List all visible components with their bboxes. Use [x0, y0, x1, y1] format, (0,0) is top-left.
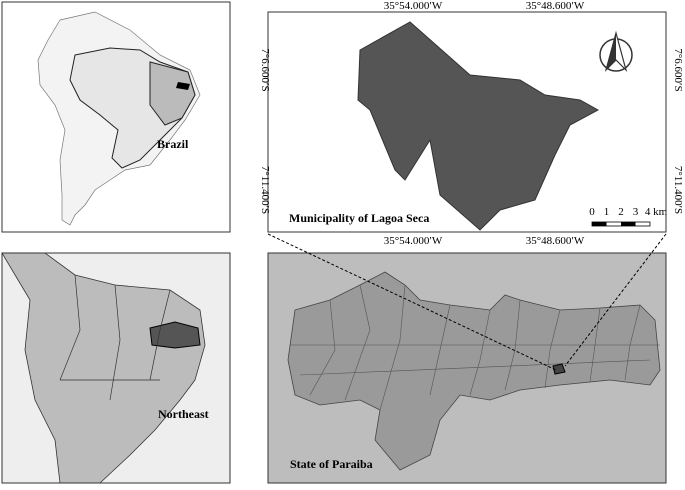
coordinate-label: 35°48.600′W — [526, 235, 585, 247]
municipality-panel: Municipality of Lagoa Seca 0 1 2 3 4 km … — [259, 0, 684, 247]
zoom-lines — [267, 233, 667, 371]
lagoa-seca-shape — [357, 21, 600, 231]
coordinate-label: 7°11.400′S — [259, 166, 271, 214]
panel-label: Northeast — [158, 407, 209, 421]
panel-frame — [267, 11, 667, 233]
coordinate-label: 7°6.600′S — [672, 48, 684, 91]
panel-frame — [1, 1, 231, 233]
panel-label: Brazil — [157, 137, 189, 151]
northeast-panel: Northeast — [1, 252, 231, 484]
scale-label: 1 — [604, 206, 610, 218]
state-borders — [59, 274, 171, 401]
panel-frame — [267, 252, 667, 484]
coordinate-label: 7°6.600′S — [259, 48, 271, 91]
panel-label: State of Paraiba — [290, 457, 373, 471]
scale-label: 0 — [589, 206, 595, 218]
scale-label: 4 km — [645, 206, 668, 218]
north-arrow — [599, 30, 633, 73]
panel-label: Municipality of Lagoa Seca — [289, 211, 429, 225]
scale-bar: 0 1 2 3 4 km — [589, 206, 668, 227]
south-america-panel: Brazil — [1, 1, 231, 233]
coordinate-label: 35°54.000′W — [384, 0, 443, 12]
coordinate-label: 35°54.000′W — [384, 235, 443, 247]
coordinate-label: 35°48.600′W — [526, 0, 585, 12]
scale-label: 2 — [618, 206, 624, 218]
lagoa-seca-location — [552, 363, 566, 375]
coordinate-label: 7°11.400′S — [672, 166, 684, 214]
paraiba-shape — [149, 321, 201, 349]
panel-frame — [1, 252, 231, 484]
northeast-region — [149, 61, 196, 126]
scale-label: 3 — [633, 206, 639, 218]
paraiba-mark — [176, 82, 190, 90]
municipal-borders — [290, 284, 660, 411]
northeast-shape — [1, 252, 206, 484]
state-panel: State of Paraiba — [267, 252, 667, 484]
